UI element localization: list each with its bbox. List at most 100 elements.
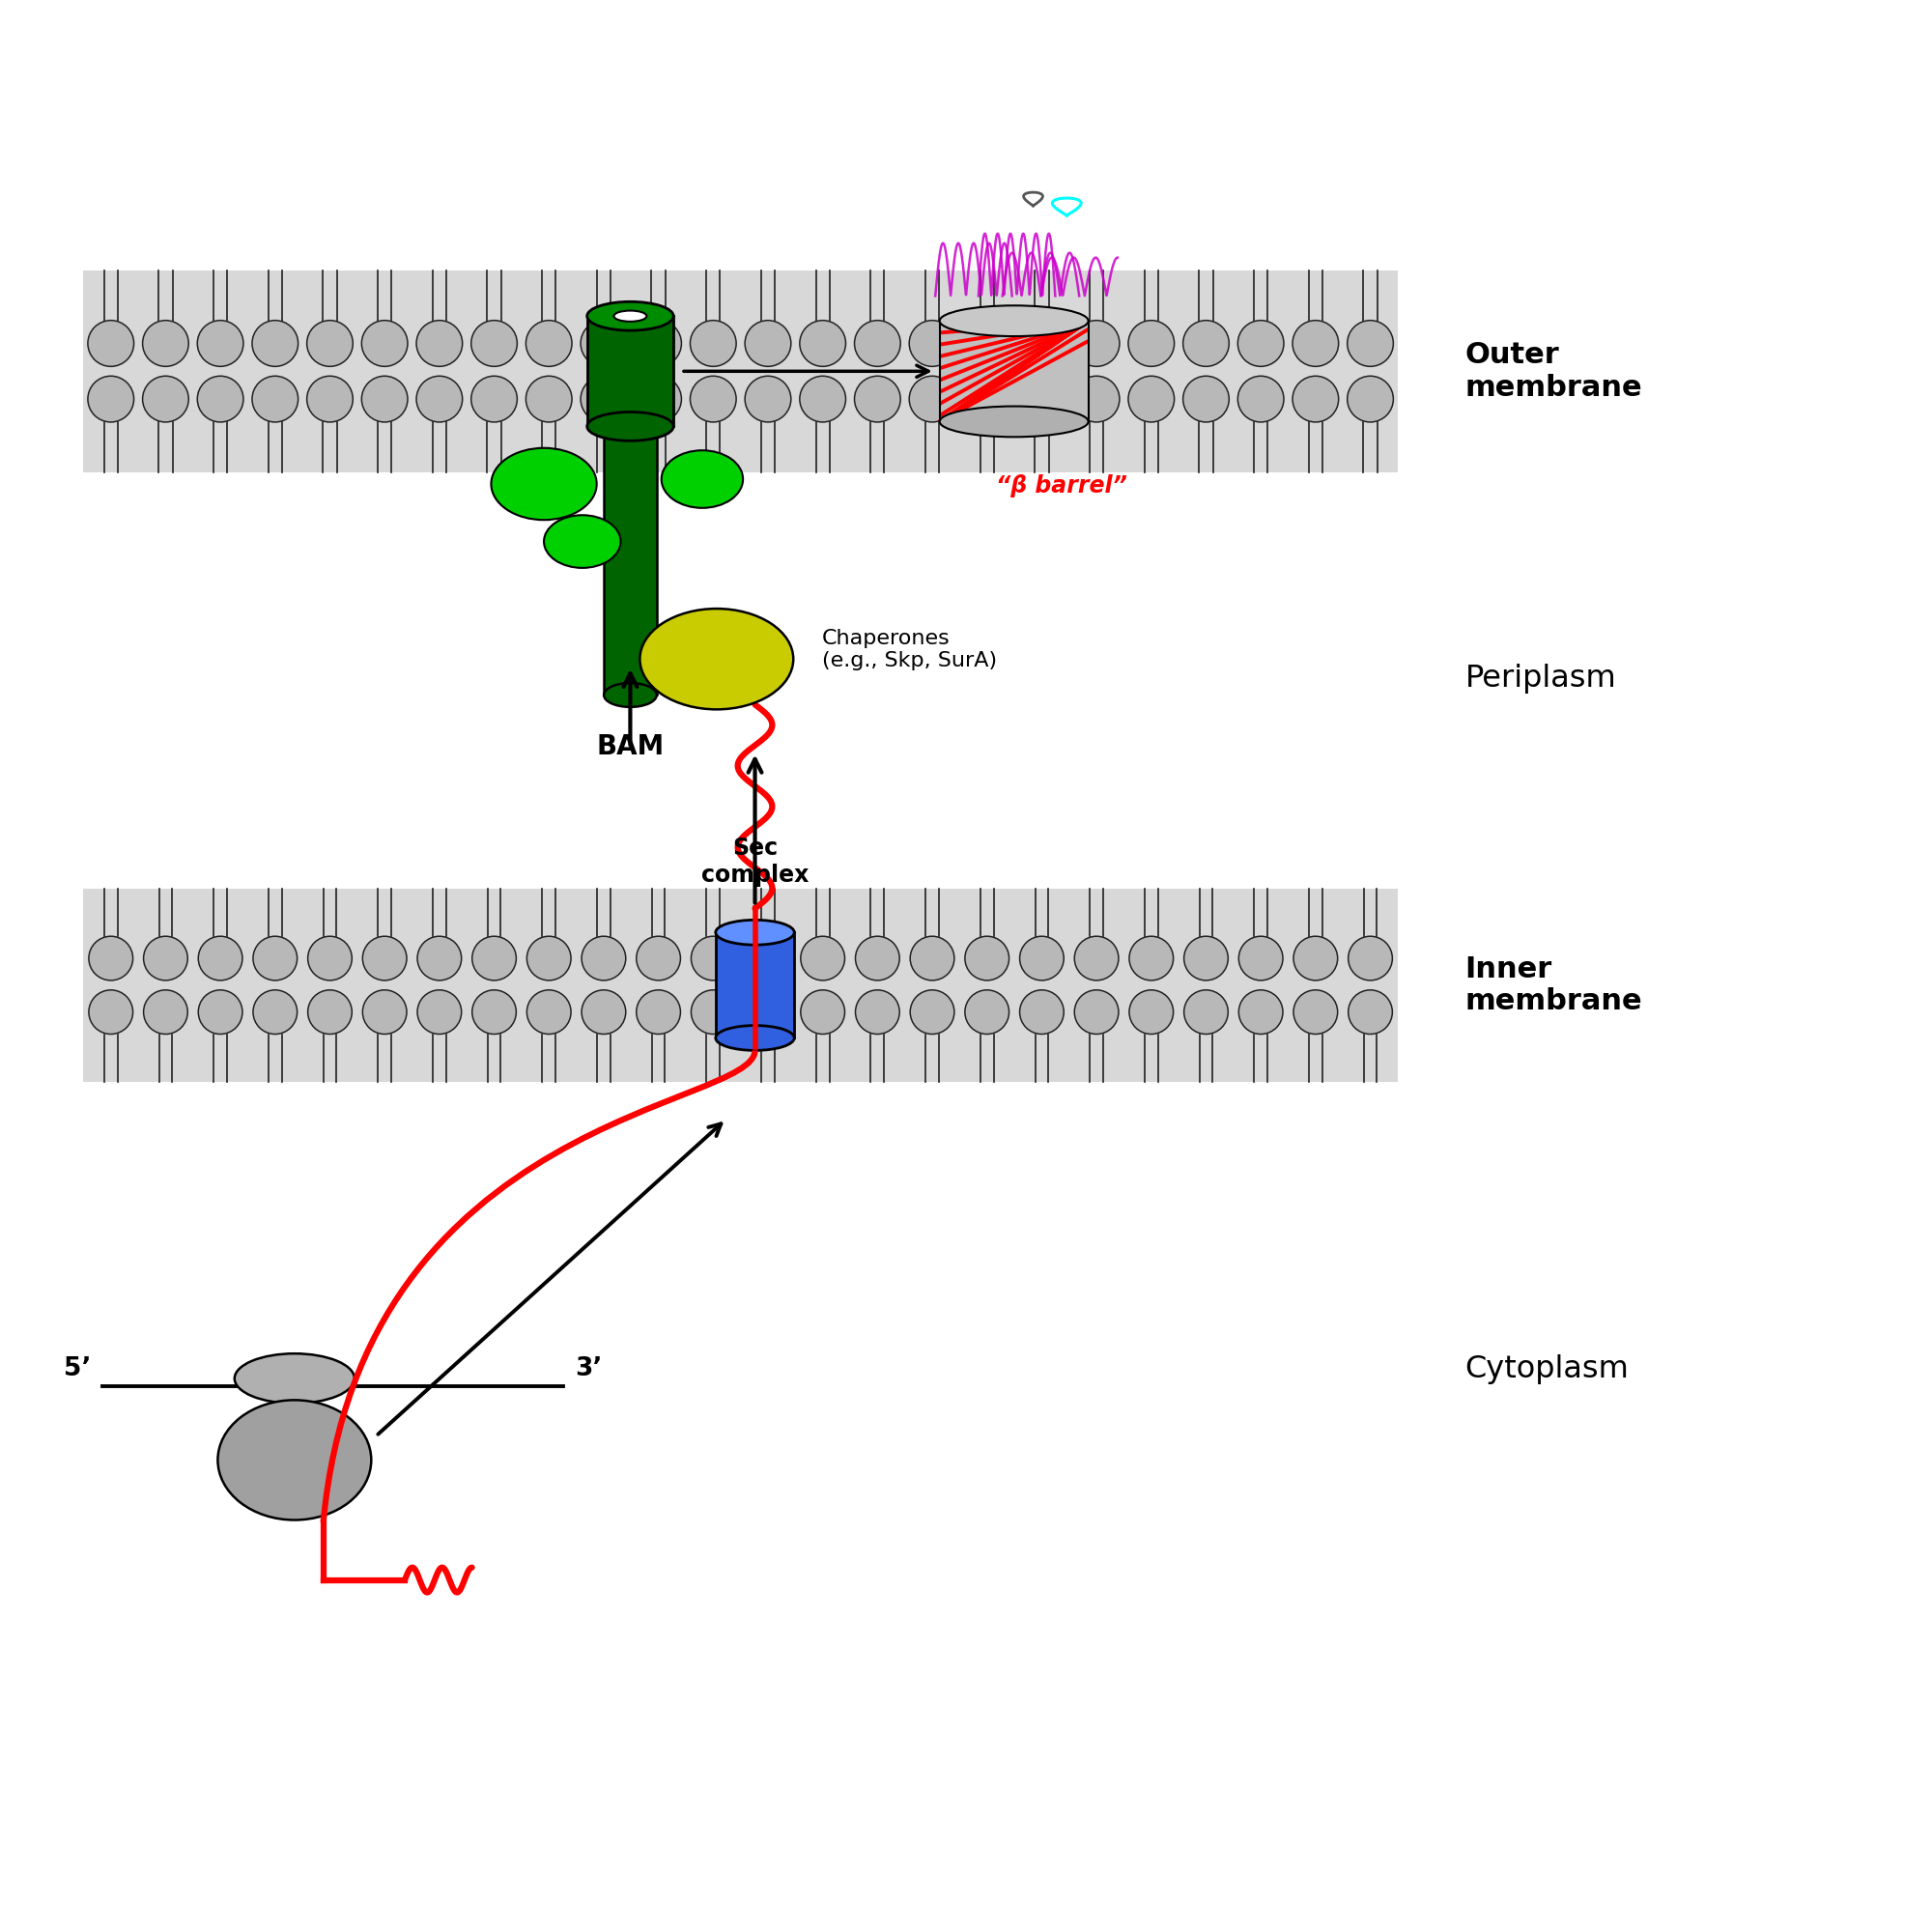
Circle shape: [1074, 321, 1119, 367]
Circle shape: [307, 377, 354, 421]
Ellipse shape: [661, 450, 744, 508]
Circle shape: [854, 321, 900, 367]
Circle shape: [199, 937, 242, 980]
Circle shape: [964, 321, 1010, 367]
Circle shape: [471, 377, 518, 421]
Circle shape: [800, 937, 844, 980]
Circle shape: [1182, 377, 1229, 421]
Ellipse shape: [715, 1026, 794, 1051]
Circle shape: [251, 321, 298, 367]
Bar: [83, 270, 1397, 471]
Ellipse shape: [614, 311, 647, 321]
Ellipse shape: [545, 516, 620, 568]
Circle shape: [527, 989, 572, 1034]
Text: Sec
complex: Sec complex: [701, 837, 810, 887]
Bar: [605, 427, 657, 696]
Bar: [939, 321, 1088, 421]
Text: Outer
membrane: Outer membrane: [1464, 342, 1642, 402]
Circle shape: [1128, 937, 1173, 980]
Circle shape: [527, 937, 572, 980]
Text: “β barrel”: “β barrel”: [997, 475, 1128, 498]
Circle shape: [636, 321, 682, 367]
Text: Inner
membrane: Inner membrane: [1464, 954, 1642, 1016]
Circle shape: [1349, 937, 1393, 980]
Circle shape: [471, 321, 518, 367]
Circle shape: [1347, 321, 1393, 367]
Ellipse shape: [939, 406, 1088, 437]
Circle shape: [910, 989, 954, 1034]
Circle shape: [1347, 377, 1393, 421]
Circle shape: [636, 989, 680, 1034]
Bar: [939, 321, 1088, 421]
Circle shape: [746, 377, 790, 421]
Circle shape: [197, 321, 243, 367]
Circle shape: [1020, 937, 1065, 980]
Circle shape: [1294, 989, 1337, 1034]
Circle shape: [1074, 377, 1119, 421]
Circle shape: [636, 937, 680, 980]
Circle shape: [1020, 989, 1065, 1034]
Circle shape: [197, 377, 243, 421]
Circle shape: [1128, 377, 1175, 421]
Circle shape: [199, 989, 242, 1034]
Circle shape: [1184, 937, 1229, 980]
Circle shape: [692, 989, 736, 1034]
Ellipse shape: [491, 448, 597, 520]
Ellipse shape: [587, 301, 674, 330]
Circle shape: [690, 321, 736, 367]
Circle shape: [964, 989, 1009, 1034]
Circle shape: [89, 989, 133, 1034]
Circle shape: [417, 321, 462, 367]
Text: 3’: 3’: [574, 1356, 603, 1381]
Circle shape: [582, 377, 626, 421]
Circle shape: [690, 377, 736, 421]
Circle shape: [1128, 321, 1175, 367]
Circle shape: [582, 989, 626, 1034]
Circle shape: [143, 937, 187, 980]
Bar: [83, 889, 1397, 1082]
Circle shape: [471, 989, 516, 1034]
Circle shape: [89, 937, 133, 980]
Circle shape: [363, 937, 408, 980]
Ellipse shape: [587, 412, 674, 440]
Circle shape: [910, 937, 954, 980]
Circle shape: [417, 989, 462, 1034]
Circle shape: [636, 377, 682, 421]
Circle shape: [143, 377, 189, 421]
Circle shape: [1293, 321, 1339, 367]
Circle shape: [1128, 989, 1173, 1034]
Circle shape: [856, 989, 900, 1034]
Circle shape: [910, 377, 954, 421]
Circle shape: [800, 989, 844, 1034]
Circle shape: [143, 989, 187, 1034]
Circle shape: [1238, 989, 1283, 1034]
Bar: [939, 321, 1088, 421]
Circle shape: [417, 937, 462, 980]
Ellipse shape: [715, 920, 794, 945]
Text: BAM: BAM: [597, 734, 665, 761]
Bar: [587, 317, 674, 427]
Circle shape: [1074, 937, 1119, 980]
Circle shape: [307, 989, 352, 1034]
Text: Cytoplasm: Cytoplasm: [1464, 1354, 1629, 1383]
Circle shape: [251, 377, 298, 421]
Circle shape: [746, 989, 790, 1034]
Circle shape: [964, 937, 1009, 980]
Circle shape: [1074, 989, 1119, 1034]
Circle shape: [307, 321, 354, 367]
Circle shape: [417, 377, 462, 421]
Circle shape: [910, 321, 954, 367]
Ellipse shape: [939, 305, 1088, 336]
Circle shape: [1293, 377, 1339, 421]
Circle shape: [1018, 377, 1065, 421]
Text: Chaperones
(e.g., Skp, SurA): Chaperones (e.g., Skp, SurA): [823, 628, 997, 670]
Circle shape: [363, 989, 408, 1034]
Circle shape: [1184, 989, 1229, 1034]
Circle shape: [1018, 321, 1065, 367]
Circle shape: [1294, 937, 1337, 980]
Circle shape: [307, 937, 352, 980]
Ellipse shape: [218, 1401, 371, 1520]
Ellipse shape: [639, 609, 794, 709]
Text: Periplasm: Periplasm: [1464, 663, 1617, 694]
Circle shape: [361, 377, 408, 421]
